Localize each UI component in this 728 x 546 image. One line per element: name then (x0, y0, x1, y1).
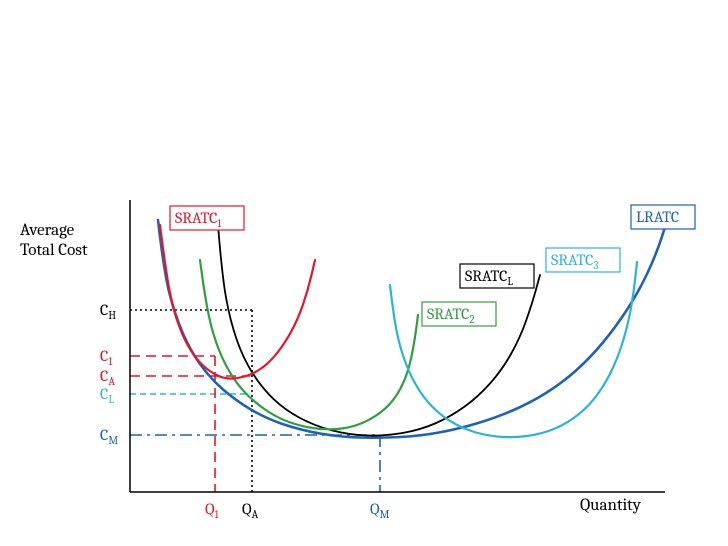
label-sratc1: SRATC1 (170, 206, 244, 230)
svg-text:SRATCL: SRATCL (465, 267, 513, 288)
label-sratc3: SRATC3 (546, 248, 620, 272)
chart-background (0, 0, 728, 546)
label-sratcL: SRATCL (460, 264, 534, 288)
x-axis-label: Quantity (580, 496, 642, 515)
label-sratc2: SRATC2 (422, 302, 496, 326)
svg-text:LRATC: LRATC (636, 208, 679, 226)
svg-text:SRATC2: SRATC2 (427, 305, 475, 326)
svg-text:SRATC1: SRATC1 (175, 209, 222, 230)
svg-text:SRATC3: SRATC3 (551, 251, 598, 272)
label-lratc: LRATC (631, 205, 695, 229)
